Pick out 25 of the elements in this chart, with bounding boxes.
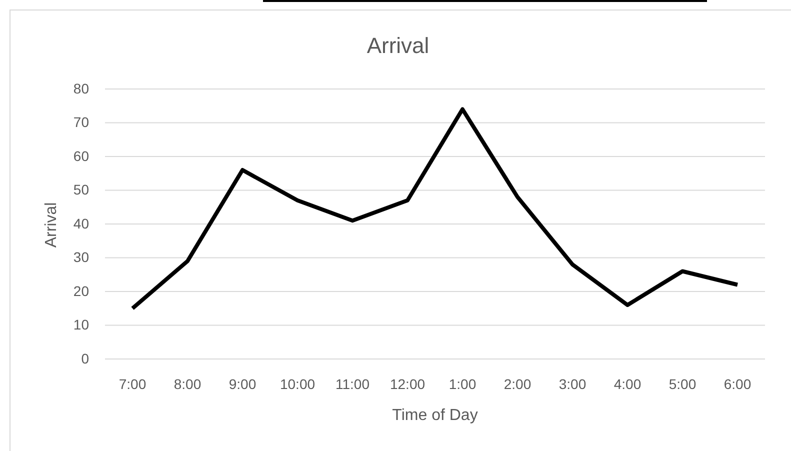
- chart-title: Arrival: [366, 33, 430, 58]
- y-tick-label: 80: [73, 80, 90, 96]
- x-tick-label: 12:00: [390, 376, 426, 392]
- x-tick-label: 5:00: [668, 376, 696, 392]
- x-tick-label: 11:00: [336, 376, 370, 392]
- y-tick-label: 30: [73, 249, 90, 266]
- x-tick-label: 8:00: [174, 376, 202, 392]
- x-tick-label: 3:00: [558, 376, 586, 392]
- x-tick-label: 4:00: [614, 376, 642, 392]
- y-tick-label: 50: [73, 182, 90, 198]
- y-tick-label: 10: [73, 316, 90, 333]
- x-axis-title: Time of Day: [392, 407, 478, 424]
- x-tick-label: 10:00: [280, 376, 316, 392]
- y-tick-label: 40: [73, 215, 90, 232]
- y-axis-title: Arrival: [43, 202, 60, 248]
- y-tick-label: 0: [81, 350, 90, 366]
- y-tick-label: 70: [73, 114, 90, 130]
- x-tick-label: 1:00: [448, 376, 476, 392]
- x-tick-label: 2:00: [504, 376, 532, 392]
- x-tick-label: 9:00: [228, 376, 256, 392]
- y-tick-label: 20: [73, 282, 90, 299]
- y-tick-label: 60: [73, 148, 90, 164]
- x-tick-label: 7:00: [118, 376, 146, 392]
- x-tick-label: 6:00: [724, 376, 752, 392]
- line-series: [130, 107, 740, 310]
